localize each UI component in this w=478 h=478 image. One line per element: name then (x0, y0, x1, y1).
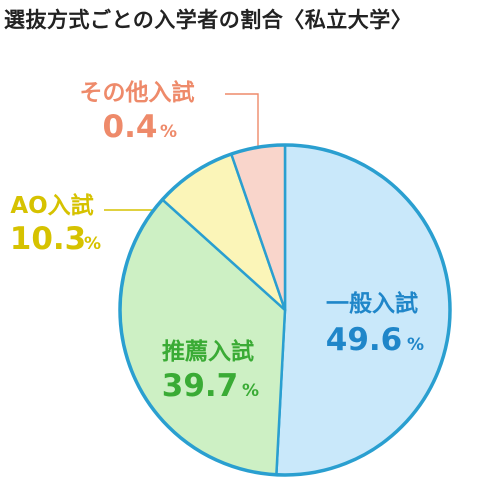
slice-unit-other: % (160, 122, 177, 142)
slice-label-recommendation: 推薦入試 (162, 338, 254, 365)
slice-unit-ao: % (84, 234, 101, 254)
slice-value-other: 0.4 (103, 109, 158, 145)
slice-value-general: 49.6 (326, 322, 403, 358)
slice-label-general: 一般入試 (326, 290, 418, 317)
slice-unit-general: % (407, 335, 424, 355)
slice-value-recommendation: 39.7 (162, 368, 239, 404)
slice-label-ao: AO入試 (10, 192, 93, 219)
pie-outline (118, 143, 452, 477)
slice-label-other: その他入試 (80, 79, 195, 106)
slice-value-ao: 10.3 (10, 221, 87, 257)
chart-title: 選抜方式ごとの入学者の割合〈私立大学〉 (4, 8, 413, 32)
slice-unit-recommendation: % (242, 381, 259, 401)
